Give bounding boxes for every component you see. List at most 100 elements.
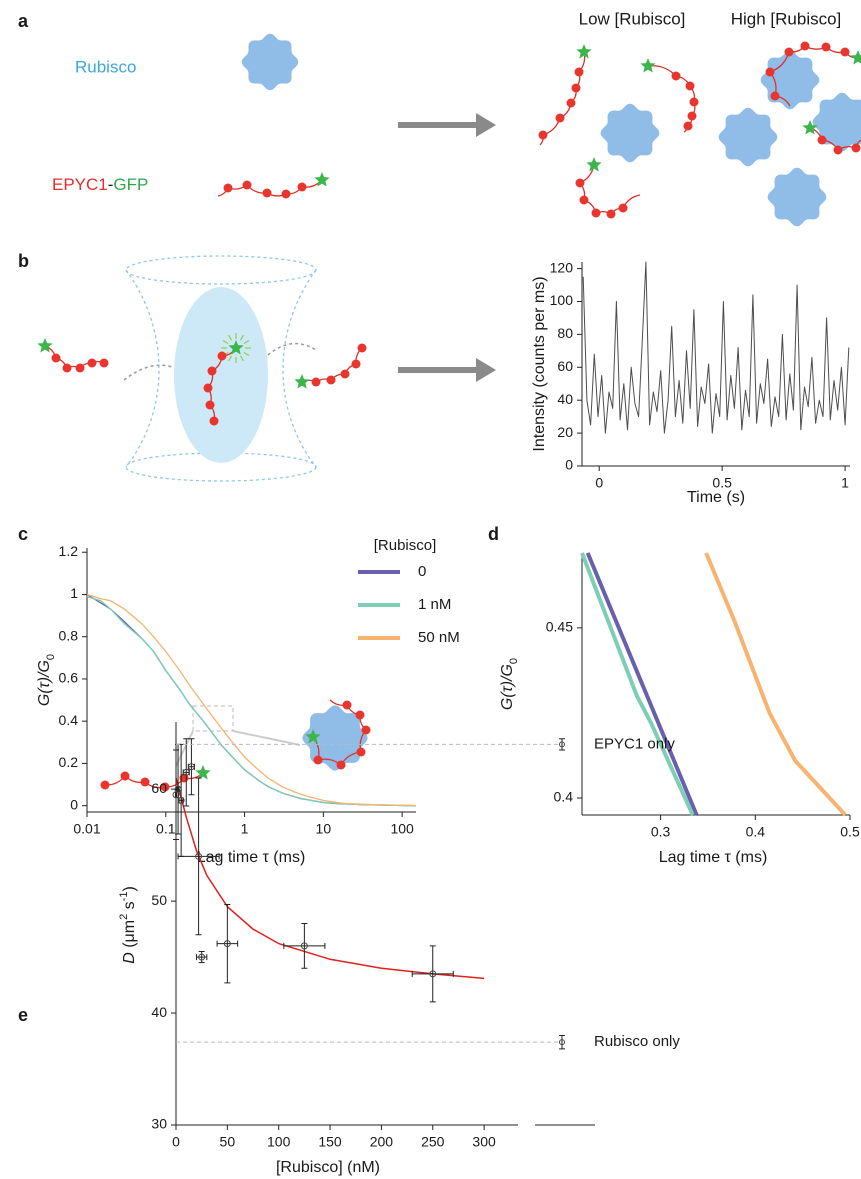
- confocal-volume: [125, 255, 317, 482]
- burst-ray: [243, 351, 250, 357]
- epyc1-bead: [75, 363, 85, 373]
- data-line: [580, 552, 695, 816]
- y-tick-label: 0.8: [59, 627, 79, 643]
- reference-label: EPYC1 only: [594, 735, 675, 752]
- y-tick-label: 40: [557, 391, 573, 407]
- label-part: -1: [118, 892, 130, 902]
- epyc1-chain: [578, 164, 641, 215]
- x-error-bar: [283, 942, 326, 949]
- label-part: G(τ)/G: [36, 660, 53, 706]
- y-tick-label: 0.4: [59, 712, 79, 728]
- data-point: [300, 942, 308, 950]
- epyc1-bead: [342, 700, 352, 710]
- gfp-star: [640, 58, 656, 73]
- x-tick-label: 250: [421, 1134, 445, 1150]
- reference-point: [559, 741, 565, 748]
- data-line: [704, 552, 847, 817]
- rubisco-icon: [760, 50, 820, 110]
- x-tick-label: 0.5: [840, 824, 860, 840]
- burst-ray: [227, 334, 233, 341]
- x-tick-label: 0.3: [651, 824, 671, 840]
- gfp-star: [228, 340, 244, 355]
- focal-spot: [174, 287, 268, 463]
- epyc1-bead: [575, 178, 585, 188]
- y-tick-label: 0.4: [554, 789, 574, 805]
- y-tick-label: 0: [70, 796, 78, 812]
- burst-ray: [222, 339, 229, 345]
- data-line: [86, 595, 417, 807]
- rubisco-icon: [718, 107, 778, 167]
- x-error-bar: [176, 786, 180, 793]
- x-axis-label: [Rubisco] (nM): [276, 1159, 380, 1176]
- epyc1-bead: [205, 400, 215, 410]
- x-axis-label: Lag time τ (ms): [659, 849, 768, 866]
- panel-label: c: [18, 524, 28, 544]
- y-tick-label: 60: [557, 358, 573, 374]
- data-point: [195, 852, 203, 860]
- epyc1-bead: [223, 183, 233, 193]
- x-tick-label: 10: [316, 821, 332, 837]
- dash: -: [108, 175, 114, 194]
- y-tick-label: 60: [151, 780, 167, 796]
- data-line: [86, 593, 417, 807]
- data-line: [86, 593, 417, 807]
- y-axis-label: Intensity (counts per ms): [531, 276, 548, 451]
- gfp: GFP: [113, 175, 148, 194]
- epyc1-bead: [340, 369, 350, 379]
- epyc1-bead: [313, 755, 323, 765]
- epyc1-bead: [606, 209, 616, 219]
- x-error-bar: [174, 791, 178, 798]
- y-tick-label: 30: [151, 1116, 167, 1132]
- epyc1-bead: [140, 777, 150, 787]
- dashed-arrow: [123, 364, 173, 381]
- epyc1-bead: [351, 359, 361, 369]
- arrow-head: [476, 113, 496, 137]
- epyc1-chain: [539, 51, 586, 146]
- data-line: [585, 552, 699, 816]
- epyc1-bead: [683, 121, 693, 131]
- x-tick-label: 0: [172, 1134, 180, 1150]
- reference-label: Rubisco only: [594, 1033, 680, 1050]
- data-point: [187, 763, 195, 771]
- epyc1-gfp-label: EPYC1-GFP: [52, 175, 148, 194]
- label-part: ): [121, 886, 138, 891]
- epyc1-bead: [770, 91, 780, 101]
- epyc1-bead: [571, 83, 581, 93]
- y-tick-label: 0.45: [546, 619, 573, 635]
- epyc1-bead: [851, 143, 861, 153]
- arrows: [398, 113, 496, 382]
- x-tick-label: 1: [241, 821, 249, 837]
- y-axis-label: G(τ)/G0: [36, 654, 57, 706]
- x-error-bar: [177, 853, 220, 860]
- epyc1-bead: [574, 67, 584, 77]
- epyc1-bead: [120, 771, 130, 781]
- x-tick-label: 0.01: [73, 821, 100, 837]
- y-tick-label: 1: [70, 585, 78, 601]
- epyc1-bead: [62, 363, 72, 373]
- burst-ray: [227, 355, 233, 362]
- reference-error-bar: [559, 1034, 565, 1050]
- epyc1-bead: [784, 47, 794, 57]
- epyc1-bead: [336, 760, 346, 770]
- label-part: G(τ)/G: [499, 664, 516, 710]
- epyc1-bead: [357, 343, 367, 353]
- y-tick-label: 100: [550, 292, 574, 308]
- epyc1-bead: [833, 145, 843, 155]
- y-axis-label: D (μm2 s-1): [118, 886, 138, 964]
- panel-label: e: [18, 1005, 28, 1025]
- y-tick-label: 0.2: [59, 754, 79, 770]
- high-label: High [Rubisco]: [731, 9, 842, 28]
- x-tick-label: 200: [370, 1134, 394, 1150]
- dashed-ellipse: [125, 255, 317, 285]
- callout-line: [232, 730, 301, 746]
- gfp-star: [586, 157, 602, 172]
- gfp-star: [576, 44, 592, 59]
- dashed-side: [125, 269, 160, 468]
- epyc1-bead: [689, 97, 699, 107]
- arrow-head: [476, 358, 496, 382]
- gfp-star: [37, 338, 53, 353]
- data-point: [223, 940, 231, 948]
- epyc1-bead: [840, 47, 850, 57]
- epyc1-bead: [209, 416, 219, 426]
